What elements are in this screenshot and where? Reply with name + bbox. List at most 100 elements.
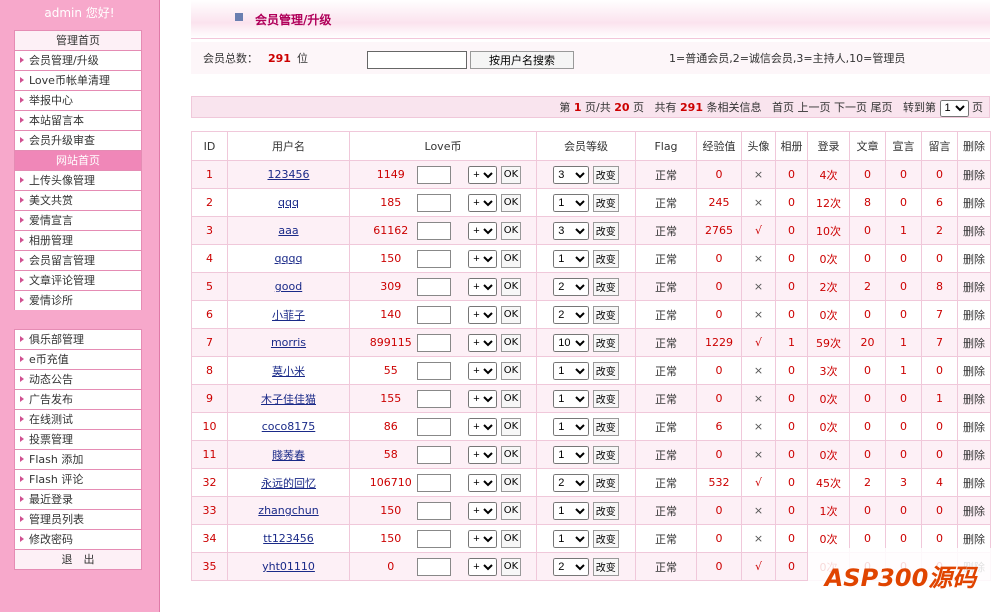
menu-item[interactable]: 俱乐部管理 (14, 329, 142, 349)
level-change-button[interactable]: 改变 (592, 221, 619, 240)
delete-link[interactable]: 删除 (963, 364, 985, 378)
menu-item[interactable]: 投票管理 (14, 429, 142, 449)
goto-select[interactable]: 1 (939, 99, 969, 117)
level-select[interactable]: 2 (553, 305, 590, 324)
coin-input[interactable] (416, 305, 451, 324)
username-link[interactable]: tt123456 (263, 532, 314, 545)
username-link[interactable]: qqqq (274, 252, 303, 265)
level-select[interactable]: 3 (553, 165, 590, 184)
coin-op-select[interactable]: + (468, 249, 498, 268)
coin-op-select[interactable]: + (468, 361, 498, 380)
coin-ok-button[interactable]: OK (500, 361, 522, 380)
level-select[interactable]: 2 (553, 473, 590, 492)
level-change-button[interactable]: 改变 (592, 333, 619, 352)
coin-ok-button[interactable]: OK (500, 333, 522, 352)
menu-item[interactable]: 本站留言本 (14, 110, 142, 130)
level-change-button[interactable]: 改变 (592, 473, 619, 492)
username-link[interactable]: 小菲子 (272, 308, 305, 322)
pager-next[interactable]: 下一页 (834, 101, 867, 114)
username-link[interactable]: yht01110 (262, 560, 315, 573)
menu-item[interactable]: e币充值 (14, 349, 142, 369)
coin-op-select[interactable]: + (468, 277, 498, 296)
pager-last[interactable]: 尾页 (870, 101, 893, 114)
username-link[interactable]: coco8175 (261, 420, 316, 433)
menu-item[interactable]: 最近登录 (14, 489, 142, 509)
delete-link[interactable]: 删除 (963, 280, 985, 294)
coin-input[interactable] (416, 529, 451, 548)
coin-ok-button[interactable]: OK (500, 389, 522, 408)
level-select[interactable]: 1 (553, 249, 590, 268)
coin-input[interactable] (416, 193, 451, 212)
coin-input[interactable] (416, 557, 451, 576)
username-link[interactable]: qqq (278, 196, 299, 209)
menu-item[interactable]: 管理首页 (14, 30, 142, 50)
menu-item[interactable]: 文章评论管理 (14, 270, 142, 290)
coin-input[interactable] (416, 417, 451, 436)
delete-link[interactable]: 删除 (963, 336, 985, 350)
delete-link[interactable]: 删除 (963, 532, 985, 546)
coin-input[interactable] (416, 221, 451, 240)
coin-input[interactable] (416, 389, 451, 408)
level-change-button[interactable]: 改变 (592, 389, 619, 408)
coin-ok-button[interactable]: OK (500, 529, 522, 548)
level-change-button[interactable]: 改变 (592, 165, 619, 184)
pager-first[interactable]: 首页 (772, 101, 794, 114)
level-change-button[interactable]: 改变 (592, 445, 619, 464)
level-change-button[interactable]: 改变 (592, 501, 619, 520)
coin-ok-button[interactable]: OK (500, 501, 522, 520)
pager-prev[interactable]: 上一页 (797, 101, 831, 114)
coin-ok-button[interactable]: OK (500, 445, 522, 464)
delete-link[interactable]: 删除 (963, 448, 985, 462)
delete-link[interactable]: 删除 (963, 224, 985, 238)
username-link[interactable]: zhangchun (258, 504, 319, 517)
delete-link[interactable]: 删除 (963, 392, 985, 406)
level-change-button[interactable]: 改变 (592, 417, 619, 436)
level-change-button[interactable]: 改变 (592, 249, 619, 268)
menu-item[interactable]: 网站首页 (14, 150, 142, 170)
delete-link[interactable]: 删除 (963, 308, 985, 322)
coin-input[interactable] (416, 501, 451, 520)
coin-op-select[interactable]: + (468, 529, 498, 548)
menu-item[interactable]: 会员管理/升级 (14, 50, 142, 70)
level-select[interactable]: 10 (553, 333, 590, 352)
coin-input[interactable] (416, 361, 451, 380)
level-change-button[interactable]: 改变 (592, 361, 619, 380)
username-link[interactable]: 莫小米 (272, 364, 305, 378)
username-link[interactable]: 賤莠春 (272, 448, 305, 462)
menu-item[interactable]: 广告发布 (14, 389, 142, 409)
coin-op-select[interactable]: + (468, 417, 498, 436)
level-select[interactable]: 1 (553, 501, 590, 520)
username-link[interactable]: 木子佳佳猫 (261, 392, 316, 406)
delete-link[interactable]: 删除 (963, 476, 985, 490)
level-select[interactable]: 1 (553, 445, 590, 464)
coin-ok-button[interactable]: OK (500, 473, 522, 492)
coin-ok-button[interactable]: OK (500, 277, 522, 296)
coin-ok-button[interactable]: OK (500, 557, 522, 576)
username-link[interactable]: good (274, 280, 303, 293)
search-button[interactable]: 按用户名搜索 (470, 51, 574, 69)
coin-op-select[interactable]: + (468, 165, 498, 184)
coin-ok-button[interactable]: OK (500, 305, 522, 324)
level-select[interactable]: 2 (553, 557, 590, 576)
coin-op-select[interactable]: + (468, 389, 498, 408)
coin-input[interactable] (416, 165, 451, 184)
coin-op-select[interactable]: + (468, 557, 498, 576)
username-link[interactable]: morris (270, 336, 307, 349)
menu-item[interactable]: 爱情宣言 (14, 210, 142, 230)
menu-item[interactable]: 动态公告 (14, 369, 142, 389)
level-select[interactable]: 1 (553, 361, 590, 380)
menu-item[interactable]: Love币帐单清理 (14, 70, 142, 90)
menu-item[interactable]: 在线测试 (14, 409, 142, 429)
level-change-button[interactable]: 改变 (592, 193, 619, 212)
coin-ok-button[interactable]: OK (500, 193, 522, 212)
coin-ok-button[interactable]: OK (500, 249, 522, 268)
coin-op-select[interactable]: + (468, 501, 498, 520)
coin-ok-button[interactable]: OK (500, 221, 522, 240)
username-link[interactable]: 123456 (267, 168, 310, 181)
coin-input[interactable] (416, 249, 451, 268)
coin-op-select[interactable]: + (468, 333, 498, 352)
search-input[interactable] (367, 51, 467, 69)
menu-item[interactable]: 退 出 (14, 549, 142, 570)
delete-link[interactable]: 删除 (963, 420, 985, 434)
menu-item[interactable]: 修改密码 (14, 529, 142, 549)
